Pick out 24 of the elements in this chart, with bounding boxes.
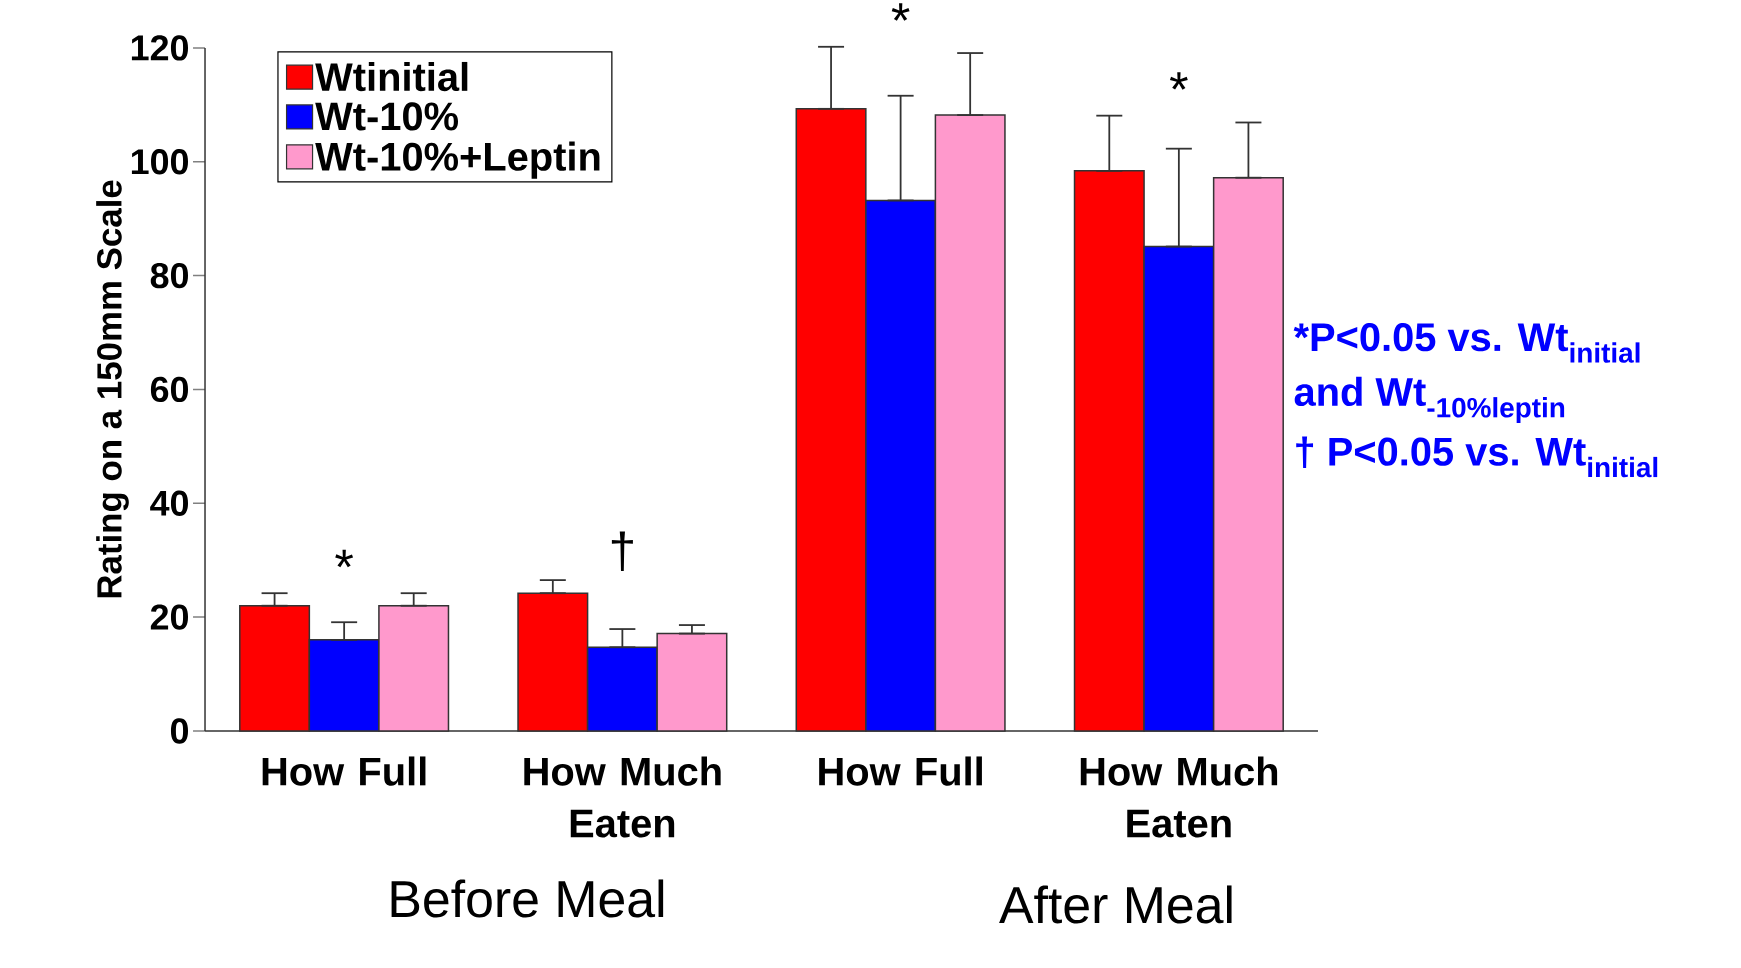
y-tick-label: 120: [131, 35, 188, 61]
y-tick-label: 20: [150, 604, 189, 630]
y-tick-label: 100: [131, 149, 188, 175]
annotation: *P<0.05 vs. Wt$_{initial}$: [1293, 323, 1640, 363]
legend-label: Wt-10%+Leptin: [315, 141, 600, 179]
annotation: †: [611, 531, 633, 571]
text: After Meal: [999, 885, 1232, 924]
annotation: and Wt$_{-10%leptin}$: [1294, 376, 1565, 424]
x-tick-label: How Full: [819, 756, 982, 786]
y-tick-label: 0: [170, 718, 189, 744]
annotation: *: [335, 549, 354, 568]
x-tick-label: How Much Eaten: [1080, 756, 1278, 838]
legend-label: Wtinitial: [315, 61, 468, 92]
y-tick-label: 40: [150, 490, 189, 516]
x-tick-label: How Much Eaten: [524, 756, 721, 838]
y-tick-label: 60: [150, 376, 189, 403]
annotation: *: [1169, 72, 1188, 90]
legend-label: Wt-10%: [315, 102, 458, 131]
text: *: [891, 3, 910, 21]
text: Before Meal: [391, 879, 664, 918]
x-tick-label: How Full: [262, 756, 426, 786]
y-axis-title: Rating on a 150mm Scale: [96, 180, 129, 598]
y-tick-label: 80: [150, 262, 189, 289]
annotation: † P<0.05 vs. Wt$_{initial}$: [1296, 436, 1658, 478]
